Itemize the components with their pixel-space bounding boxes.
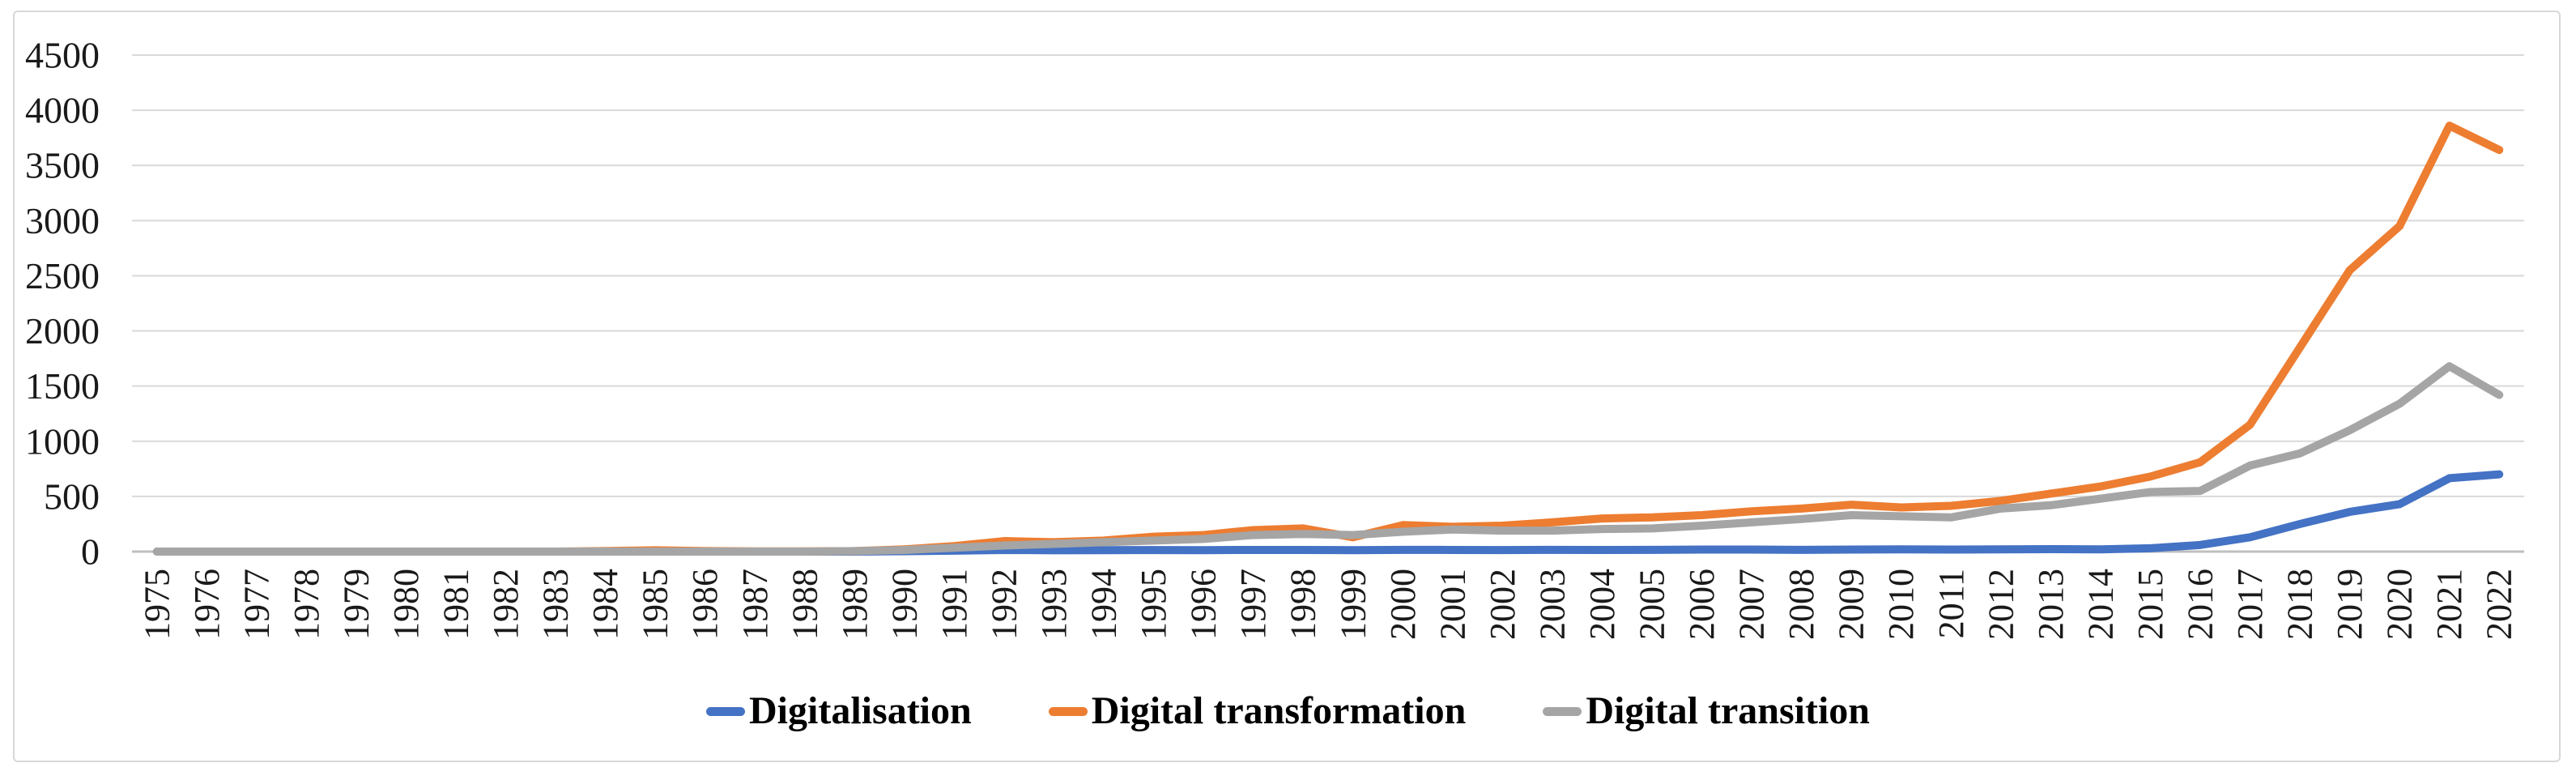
y-tick-label: 1500 xyxy=(25,365,100,407)
x-tick-label: 2011 xyxy=(1931,569,1971,638)
x-tick-label: 1979 xyxy=(336,569,376,640)
x-tick-label: 1990 xyxy=(884,569,924,640)
x-tick-label: 2018 xyxy=(2280,569,2320,640)
series-line-digital-transformation xyxy=(152,121,2504,556)
x-tick-label: 1992 xyxy=(984,569,1024,640)
x-tick-label: 2004 xyxy=(1582,569,1622,640)
x-tick-label: 1981 xyxy=(436,569,476,640)
legend-marker-digital-transformation-icon xyxy=(1048,706,1088,716)
x-tick-label: 2016 xyxy=(2180,569,2220,640)
x-tick-label: 1995 xyxy=(1134,569,1173,640)
x-tick-label: 2005 xyxy=(1633,569,1672,640)
x-tick-label: 2017 xyxy=(2230,569,2270,640)
x-tick-label: 1976 xyxy=(187,569,227,640)
y-tick-label: 4500 xyxy=(25,35,100,76)
x-tick-label: 1983 xyxy=(536,569,576,640)
legend-item-digital-transformation: Digital transformation xyxy=(1048,689,1467,732)
x-tick-label: 1989 xyxy=(835,569,875,640)
x-tick-label: 2015 xyxy=(2131,569,2170,640)
x-tick-label: 1978 xyxy=(287,569,326,640)
x-tick-label: 2012 xyxy=(1981,569,2020,640)
x-tick-label: 2020 xyxy=(2380,569,2420,640)
y-tick-label: 4000 xyxy=(25,90,100,131)
x-tick-label: 1997 xyxy=(1233,569,1273,640)
legend-marker-digitalisation-icon xyxy=(706,706,746,716)
legend-item-digital-transition: Digital transition xyxy=(1543,692,1870,731)
x-tick-label: 1993 xyxy=(1034,569,1074,640)
x-tick-label: 1999 xyxy=(1333,569,1373,640)
x-tick-label: 1994 xyxy=(1084,569,1124,640)
y-tick-label: 1000 xyxy=(25,420,100,462)
x-tick-label: 1985 xyxy=(636,569,675,640)
x-tick-label: 1988 xyxy=(785,569,824,640)
x-tick-label: 1977 xyxy=(236,569,276,640)
y-tick-label: 2500 xyxy=(25,255,100,296)
x-tick-label: 2003 xyxy=(1532,569,1572,640)
chart-legend: Digitalisation Digital transformation Di… xyxy=(0,685,2576,737)
legend-label-digital-transition: Digital transition xyxy=(1586,689,1870,732)
y-tick-label: 3500 xyxy=(25,145,100,186)
legend-label-digitalisation: Digitalisation xyxy=(749,689,972,732)
x-tick-label: 2019 xyxy=(2330,569,2369,640)
x-tick-label: 1975 xyxy=(137,569,177,640)
x-tick-label: 1986 xyxy=(685,569,725,640)
x-tick-label: 2006 xyxy=(1682,569,1722,640)
x-tick-label: 1998 xyxy=(1284,569,1323,640)
x-tick-label: 1980 xyxy=(386,569,426,640)
series-line-digital-transition xyxy=(152,362,2504,556)
x-tick-label: 2002 xyxy=(1483,569,1522,640)
x-tick-label: 1982 xyxy=(486,569,526,640)
x-tick-label: 2010 xyxy=(1881,569,1921,640)
x-tick-label: 2014 xyxy=(2080,569,2120,640)
y-tick-label: 0 xyxy=(81,531,100,573)
legend-label-digital-transformation: Digital transformation xyxy=(1091,689,1467,732)
x-tick-label: 1991 xyxy=(935,569,974,640)
x-tick-label: 1996 xyxy=(1184,569,1224,640)
x-tick-label: 2022 xyxy=(2480,569,2519,640)
series-line-digitalisation xyxy=(152,470,2504,556)
x-tick-label: 2000 xyxy=(1383,569,1423,640)
x-tick-label: 2021 xyxy=(2429,569,2469,640)
legend-item-digitalisation: Digitalisation xyxy=(706,692,972,731)
x-tick-label: 2008 xyxy=(1782,569,1821,640)
x-tick-label: 2007 xyxy=(1732,569,1772,640)
x-tick-label: 2001 xyxy=(1433,569,1472,640)
legend-marker-digital-transition-icon xyxy=(1543,706,1582,716)
x-tick-label: 1987 xyxy=(735,569,775,640)
y-tick-label: 3000 xyxy=(25,200,100,241)
x-tick-label: 2009 xyxy=(1832,569,1871,640)
y-tick-label: 500 xyxy=(44,475,100,517)
x-tick-label: 1984 xyxy=(585,569,625,640)
y-tick-label: 2000 xyxy=(25,310,100,352)
x-tick-label: 2013 xyxy=(2031,569,2071,640)
